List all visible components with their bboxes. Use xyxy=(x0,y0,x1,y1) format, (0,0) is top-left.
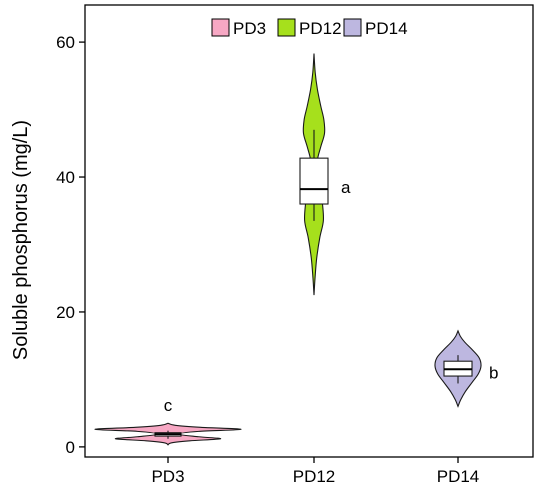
violin-group-pd12 xyxy=(299,53,329,296)
violin-group-pd14 xyxy=(434,329,482,408)
x-tick-label: PD3 xyxy=(151,467,184,486)
y-tick-label: 0 xyxy=(66,438,75,457)
legend-swatch-pd3[interactable] xyxy=(211,18,230,37)
plot-panel xyxy=(84,4,534,458)
x-tick-label: PD14 xyxy=(437,467,480,486)
legend-label-pd12: PD12 xyxy=(299,19,342,38)
legend-label-pd3: PD3 xyxy=(233,19,266,38)
violin-group-pd3 xyxy=(94,422,242,446)
box-pd12[interactable] xyxy=(299,157,329,205)
legend-label-pd14: PD14 xyxy=(365,19,408,38)
chart-marks: c a b xyxy=(94,53,499,446)
significance-letter-pd14: b xyxy=(489,364,498,383)
y-tick-label: 40 xyxy=(56,168,75,187)
significance-letters: c a b xyxy=(164,178,499,415)
x-tick-label: PD12 xyxy=(293,467,336,486)
legend: PD3 PD12 PD14 xyxy=(211,18,408,38)
legend-swatch-pd14[interactable] xyxy=(343,18,362,37)
significance-letter-pd12: a xyxy=(341,178,351,197)
significance-letter-pd3: c xyxy=(164,396,173,415)
y-tick-label: 20 xyxy=(56,303,75,322)
y-axis-title: Soluble phosphorus (mg/L) xyxy=(10,120,32,360)
y-axis: 0 20 40 60 xyxy=(56,33,85,457)
y-tick-label: 60 xyxy=(56,33,75,52)
x-axis: PD3 PD12 PD14 xyxy=(151,457,479,486)
legend-swatch-pd12[interactable] xyxy=(277,18,296,37)
